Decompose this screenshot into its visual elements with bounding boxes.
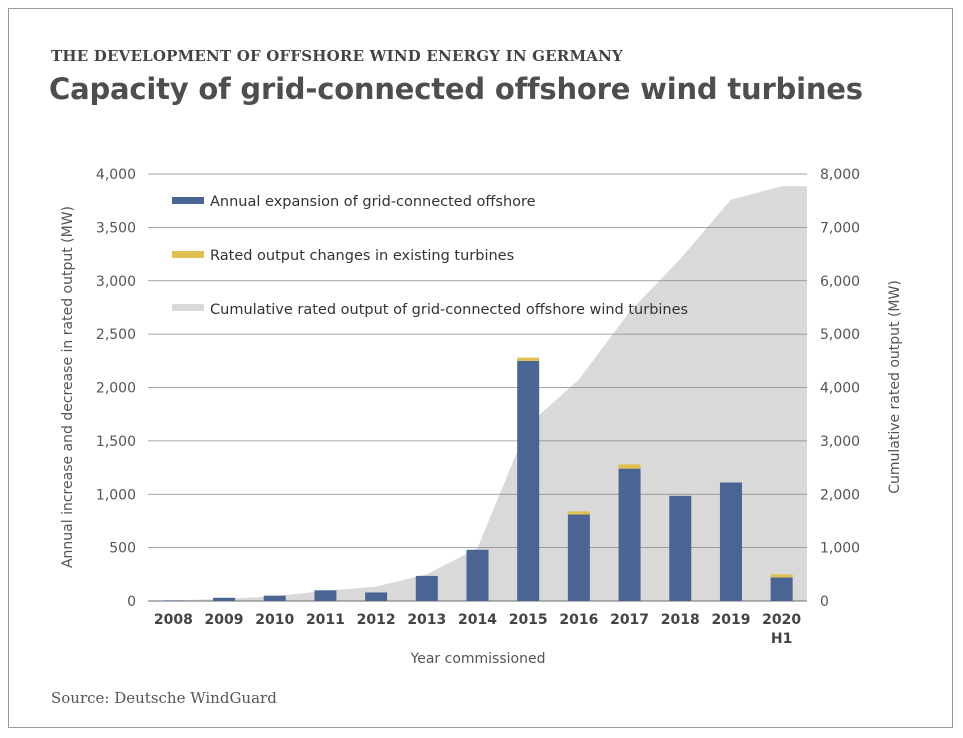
bar-annual bbox=[567, 514, 590, 601]
x-tick: 2013 bbox=[407, 612, 446, 628]
x-tick: 2009 bbox=[205, 612, 244, 628]
legend-swatch-changes bbox=[172, 251, 204, 258]
source-note: Source: Deutsche WindGuard bbox=[51, 689, 277, 707]
legend-label-annual: Annual expansion of grid-connected offsh… bbox=[210, 194, 536, 210]
legend-swatch-cumulative bbox=[172, 304, 204, 311]
bar-rated-change bbox=[618, 464, 641, 469]
y-tick-right: 3,000 bbox=[820, 434, 860, 450]
x-tick: 2008 bbox=[154, 612, 193, 628]
bar-annual bbox=[669, 495, 692, 601]
bar-rated-change bbox=[567, 511, 590, 515]
bar-annual bbox=[365, 592, 388, 601]
x-tick: 2018 bbox=[661, 612, 700, 628]
bar-annual bbox=[466, 549, 489, 601]
x-tick: 2016 bbox=[559, 612, 598, 628]
y-tick-left: 3,000 bbox=[96, 274, 136, 290]
bar-annual bbox=[314, 590, 337, 601]
cumulative-area bbox=[148, 186, 807, 602]
bar-annual bbox=[415, 575, 438, 601]
bar-annual bbox=[618, 468, 641, 601]
bar-annual bbox=[213, 597, 236, 601]
bars-layer bbox=[162, 357, 793, 601]
bar-annual bbox=[719, 482, 742, 601]
bar-rated-change bbox=[770, 574, 793, 578]
y-tick-left: 1,000 bbox=[96, 487, 136, 503]
bar-annual bbox=[770, 577, 793, 601]
bar-rated-change bbox=[517, 357, 540, 361]
y-tick-left: 2,500 bbox=[96, 327, 136, 343]
y-tick-right: 6,000 bbox=[820, 274, 860, 290]
y-tick-left: 0 bbox=[127, 594, 136, 610]
y-tick-left: 500 bbox=[109, 541, 136, 557]
y-tick-left: 4,000 bbox=[96, 167, 136, 183]
bar-annual bbox=[263, 595, 286, 601]
y-tick-right: 1,000 bbox=[820, 541, 860, 557]
x-tick: 2010 bbox=[255, 612, 294, 628]
legend-label-changes: Rated output changes in existing turbine… bbox=[210, 248, 514, 264]
x-tick: 2015 bbox=[509, 612, 548, 628]
x-axis-ticks: 2008 2009 2010 2011 2012 2013 2014 2015 2016 2017… bbox=[154, 612, 802, 647]
x-tick: 2014 bbox=[458, 612, 497, 628]
bar-annual bbox=[517, 360, 540, 601]
y-tick-right: 4,000 bbox=[820, 381, 860, 397]
y-tick-right: 7,000 bbox=[820, 220, 860, 236]
legend-label-cumulative: Cumulative rated output of grid-connecte… bbox=[210, 302, 688, 318]
x-tick: 2017 bbox=[610, 612, 649, 628]
x-tick: 2019 bbox=[711, 612, 750, 628]
legend: Annual expansion of grid-connected offsh… bbox=[172, 194, 688, 318]
x-tick: 2012 bbox=[357, 612, 396, 628]
x-axis-title: Year commissioned bbox=[410, 651, 546, 667]
x-tick: 2011 bbox=[306, 612, 345, 628]
chart-kicker: THE DEVELOPMENT OF OFFSHORE WIND ENERGY … bbox=[51, 47, 623, 65]
chart-title: Capacity of grid-connected offshore wind… bbox=[49, 72, 863, 106]
gridlines bbox=[148, 173, 807, 602]
y-axis-title-left: Annual increase and decrease in rated ou… bbox=[60, 206, 76, 568]
y-tick-right: 2,000 bbox=[820, 487, 860, 503]
bar-annual bbox=[162, 600, 185, 601]
left-axis-ticks: 0 500 1,000 1,500 2,000 2,500 3,000 3,500 4,000 bbox=[96, 167, 136, 610]
cumulative-area-layer bbox=[148, 186, 807, 602]
y-tick-left: 2,000 bbox=[96, 381, 136, 397]
x-tick: 2020 bbox=[762, 612, 801, 628]
y-tick-right: 8,000 bbox=[820, 167, 860, 183]
y-tick-left: 3,500 bbox=[96, 220, 136, 236]
y-axis-title-right: Cumulative rated output (MW) bbox=[887, 280, 903, 494]
y-tick-right: 5,000 bbox=[820, 327, 860, 343]
right-axis-ticks: 0 1,000 2,000 3,000 4,000 5,000 6,000 7,000 8,00… bbox=[820, 167, 860, 610]
legend-swatch-annual bbox=[172, 197, 204, 204]
y-tick-right: 0 bbox=[820, 594, 829, 610]
x-tick-sublabel: H1 bbox=[771, 631, 792, 647]
y-tick-left: 1,500 bbox=[96, 434, 136, 450]
